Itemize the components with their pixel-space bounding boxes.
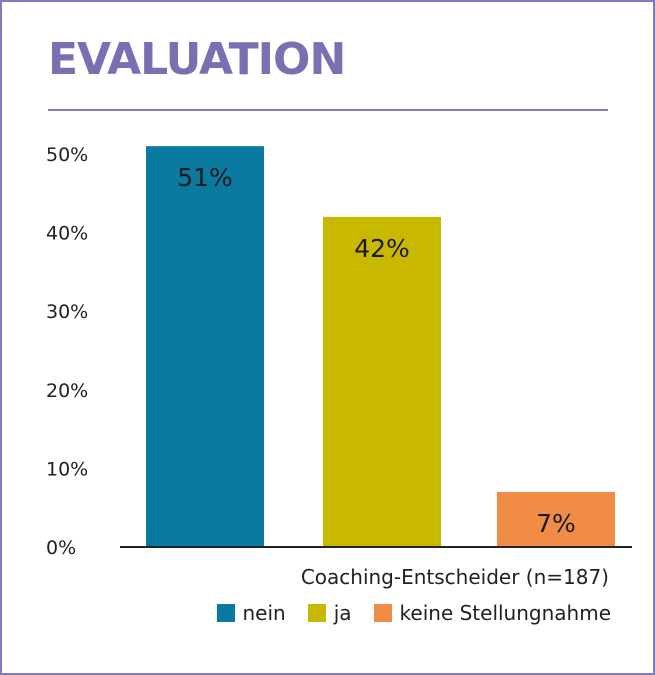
bar-value-label: 51% [177, 163, 233, 192]
legend-item-ja: ja [307, 601, 352, 625]
legend-item-keine-stellungnahme: keine Stellungnahme [373, 601, 611, 625]
y-tick-label: 50% [46, 144, 88, 166]
y-tick-label: 40% [46, 223, 88, 245]
bar-nein [146, 146, 264, 547]
x-axis-label: Coaching-Entscheider (n=187) [300, 565, 609, 589]
chart-title: EVALUATION [48, 34, 346, 85]
y-tick-label: 10% [46, 458, 88, 480]
title-divider [48, 109, 608, 111]
bar-value-label: 42% [354, 234, 410, 263]
legend: nein ja keine Stellungnahme [216, 601, 611, 625]
legend-swatch-keine-stellungnahme [373, 604, 392, 622]
bar-ja [323, 216, 441, 547]
y-tick-label: 0% [46, 537, 76, 559]
bar-keine-stellungnahme [497, 491, 615, 547]
legend-label-nein: nein [242, 601, 286, 625]
legend-swatch-nein [216, 604, 235, 622]
legend-label-ja: ja [333, 601, 352, 625]
y-tick-label: 20% [46, 380, 88, 402]
bar-value-label: 7% [536, 509, 576, 538]
legend-swatch-ja [307, 604, 326, 622]
legend-label-keine-stellungnahme: keine Stellungnahme [399, 601, 611, 625]
y-tick-label: 30% [46, 301, 88, 323]
legend-item-nein: nein [216, 601, 286, 625]
